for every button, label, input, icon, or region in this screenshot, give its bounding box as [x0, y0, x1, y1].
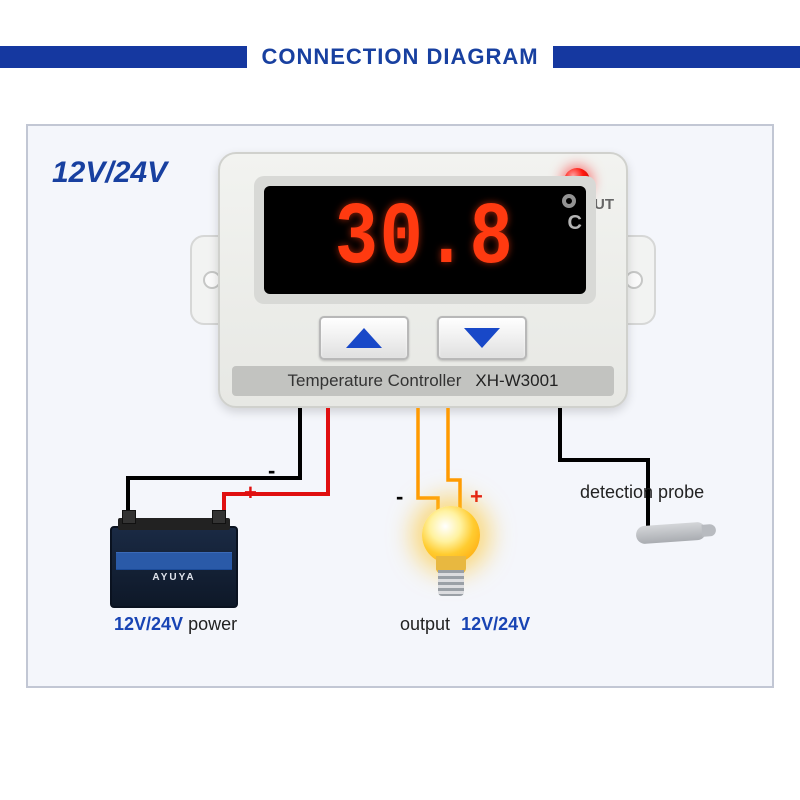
output-negative-sign: - [396, 484, 403, 510]
wiring-diagram [0, 0, 800, 800]
battery-terminal-negative [122, 510, 136, 524]
bulb-icon [418, 506, 484, 606]
battery-terminal-positive [212, 510, 226, 524]
power-positive-sign: + [244, 480, 257, 506]
caption-power-text: power [188, 614, 237, 634]
battery-icon: AYUYA [110, 526, 238, 608]
power-negative-sign: - [268, 458, 275, 484]
caption-power: 12V/24V power [114, 614, 237, 635]
caption-probe: detection probe [580, 482, 704, 503]
wire-probe [560, 408, 648, 528]
caption-output-voltage: 12V/24V [461, 614, 530, 634]
caption-power-voltage: 12V/24V [114, 614, 183, 634]
caption-output-text: output [400, 614, 450, 634]
caption-output: output 12V/24V [400, 614, 530, 635]
wire-power-positive [224, 408, 328, 512]
